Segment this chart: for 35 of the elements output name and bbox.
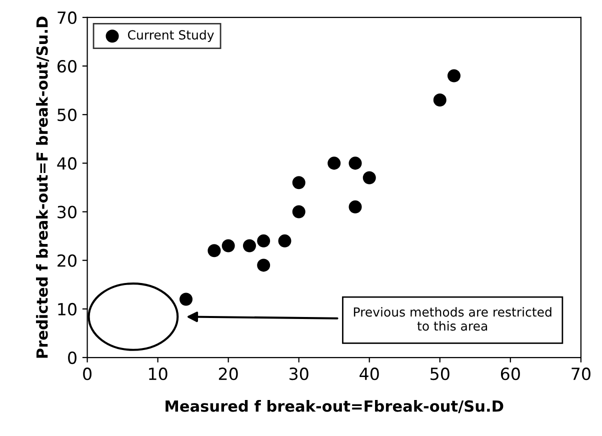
point	[292, 205, 306, 218]
y-tick-label: 50	[58, 108, 76, 122]
y-tick-label: 60	[58, 60, 76, 73]
point	[433, 94, 446, 107]
point	[180, 292, 193, 306]
point	[328, 156, 341, 170]
y-tick-label: 40	[57, 157, 76, 170]
point	[242, 239, 256, 252]
x-tick-label: 30	[290, 368, 308, 380]
y-axis-title: Predicted f break-out=F break-out/Su.D	[36, 16, 50, 358]
point	[292, 176, 306, 190]
x-tick-label: 70	[572, 368, 590, 380]
x-tick-label: 40	[360, 368, 379, 380]
point	[447, 69, 460, 82]
y-tick-label: 10	[58, 302, 76, 316]
point	[278, 234, 292, 248]
y-tick-label: 30	[58, 206, 76, 218]
x-tick-label: 0	[83, 368, 92, 380]
x-tick-label: 60	[500, 368, 520, 380]
y-tick-label: 70	[58, 11, 76, 24]
point	[222, 239, 235, 252]
x-tick-label: 50	[430, 368, 450, 380]
annotation: Previous methods are restricted to this area	[354, 307, 552, 331]
point	[348, 156, 362, 170]
y-tick-label: 0	[68, 351, 76, 364]
point	[257, 234, 270, 248]
x-tick-label: 10	[149, 368, 168, 380]
point	[348, 200, 362, 214]
legend-label: Current Study	[128, 30, 214, 42]
point	[208, 244, 221, 258]
point	[257, 258, 270, 272]
y-tick-label: 20	[58, 254, 76, 267]
x-axis-title: Measured f break-out=Fbreak-out/Su.D	[166, 400, 504, 414]
x-tick-label: 20	[218, 368, 238, 380]
point	[362, 171, 376, 184]
